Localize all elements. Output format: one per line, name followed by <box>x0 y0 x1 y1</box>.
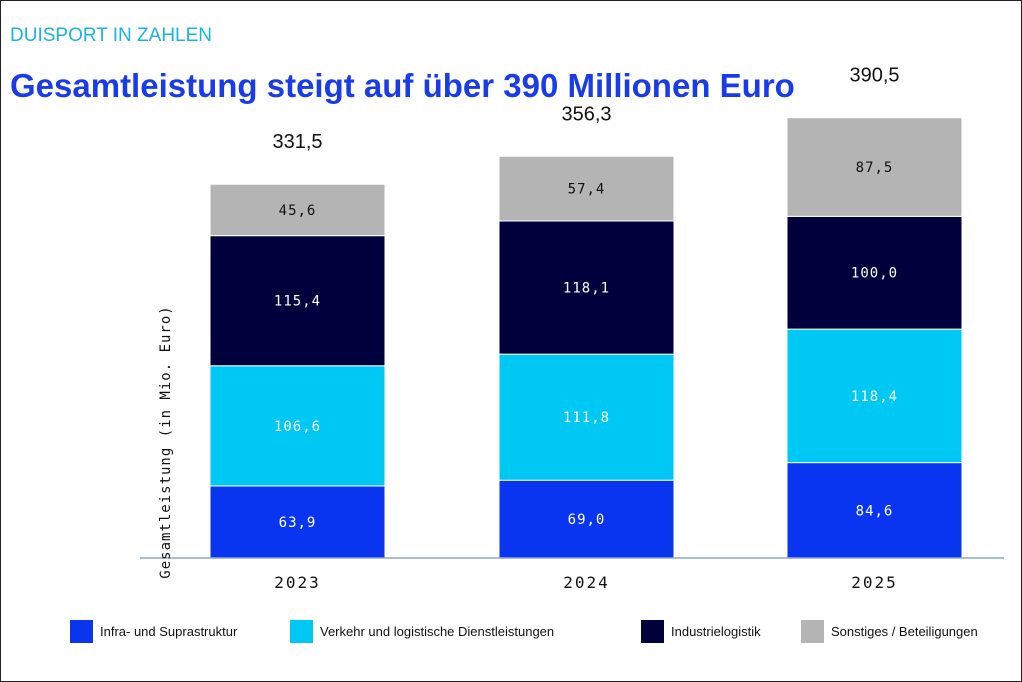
legend-label-infra: Infra- und Suprastruktur <box>100 623 238 639</box>
segment-value-label: 69,0 <box>568 512 606 528</box>
bar-segment <box>786 328 963 464</box>
bar-segment <box>209 365 386 487</box>
bar-total-label: 390,5 <box>849 65 899 87</box>
legend-item-sonstiges: Sonstiges / Beteiligungen <box>801 616 978 646</box>
bar-segment <box>498 155 675 222</box>
legend-swatch-verkehr <box>290 619 313 643</box>
kicker-text: DUISPORT IN ZAHLEN <box>10 25 213 46</box>
bar-segment <box>498 353 675 481</box>
legend-swatch-industrie <box>641 619 664 643</box>
segment-value-label: 118,1 <box>563 281 610 297</box>
legend-swatch-sonstiges <box>801 619 824 643</box>
bars-layer: 63,9 106,6 115,4 45,6 69,0 111,8 118,1 57,4 84,6… <box>209 117 963 559</box>
legend-item-infra: Infra- und Suprastruktur <box>70 616 237 646</box>
bar-segment <box>209 183 386 237</box>
segment-value-label: 63,9 <box>279 515 317 531</box>
legend-item-verkehr: Verkehr und logistische Dienstleistungen <box>290 616 554 646</box>
bar-segment <box>209 235 386 367</box>
bar-segment <box>498 220 675 355</box>
legend-label-industrie: Industrielogistik <box>671 623 761 639</box>
x-tick-label: 2023 <box>274 573 321 592</box>
bar-total-label: 331,5 <box>272 131 322 153</box>
bar-segment <box>786 215 963 330</box>
segment-value-label: 87,5 <box>856 160 894 176</box>
x-tick-label: 2024 <box>563 573 610 592</box>
bar-segment <box>209 485 386 559</box>
legend-label-verkehr: Verkehr und logistische Dienstleistungen <box>320 623 555 639</box>
chart-title: Gesamtleistung steigt auf über 390 Milli… <box>10 67 795 104</box>
segment-value-label: 111,8 <box>563 410 610 426</box>
y-axis-label: Gesamtleistung (in Mio. Euro) <box>158 305 174 578</box>
segment-value-label: 115,4 <box>274 294 321 310</box>
stacked-bar-chart: 63,9 106,6 115,4 45,6 69,0 111,8 118,1 57,4 84,6… <box>140 65 1004 592</box>
total-labels: 331,5 356,3 390,5 <box>272 65 899 154</box>
segment-value-label: 106,6 <box>274 419 321 435</box>
segment-value-label: 84,6 <box>856 503 894 519</box>
legend-label-sonstiges: Sonstiges / Beteiligungen <box>831 623 978 639</box>
legend: Infra- und Suprastruktur Verkehr und log… <box>1 616 1021 646</box>
bar-segment <box>786 462 963 559</box>
bar-segment <box>786 117 963 217</box>
x-tick-label: 2025 <box>851 573 898 592</box>
segment-value-label: 118,4 <box>851 389 898 405</box>
bar-total-label: 356,3 <box>561 103 611 125</box>
legend-item-industrie: Industrielogistik <box>641 616 761 646</box>
segment-value-label: 100,0 <box>851 266 898 282</box>
legend-swatch-infra <box>70 619 93 643</box>
segment-value-label: 57,4 <box>568 182 606 198</box>
x-tick-labels: 2023 2024 2025 <box>274 573 898 592</box>
segment-value-label: 45,6 <box>279 203 317 219</box>
